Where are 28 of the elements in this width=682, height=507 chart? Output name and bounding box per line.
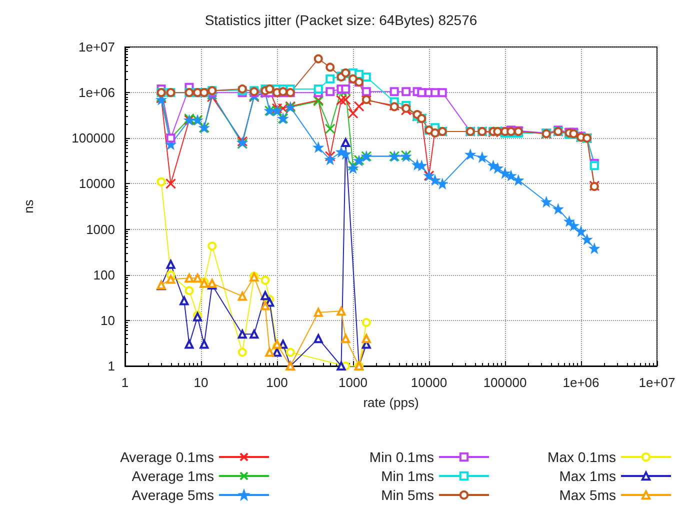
- legend-label: Max 1ms: [559, 468, 616, 484]
- x-tick-label: 10000: [410, 375, 448, 390]
- x-tick-label: 1: [121, 375, 129, 390]
- x-tick-label: 100000: [483, 375, 527, 390]
- chart-title: Statistics jitter (Packet size: 64Bytes) 82576: [204, 12, 478, 28]
- y-tick-label: 100: [93, 267, 115, 282]
- y-tick-label: 10000: [78, 176, 115, 192]
- x-tick-label: 1000: [338, 375, 368, 390]
- x-axis-title: rate (pps): [363, 395, 419, 410]
- y-tick-label: 1e+07: [78, 40, 115, 54]
- legend-label: Min 5ms: [381, 487, 434, 503]
- y-tick-label: 100000: [72, 130, 115, 146]
- legend-label: Max 0.1ms: [548, 449, 616, 465]
- x-tick-label: 1e+06: [562, 375, 600, 390]
- legend-label: Average 5ms: [132, 487, 214, 503]
- legend-label: Min 1ms: [381, 468, 434, 484]
- legend-label: Min 0.1ms: [369, 449, 434, 465]
- x-tick-label: 1e+07: [638, 375, 676, 390]
- y-tick-label: 10: [100, 312, 115, 328]
- legend-label: Max 5ms: [559, 487, 616, 503]
- legend-label: Average 1ms: [132, 468, 214, 484]
- y-axis-title: ns: [21, 199, 36, 214]
- y-tick-label: 1e+06: [78, 85, 115, 100]
- x-tick-label: 100: [266, 375, 288, 390]
- y-tick-label: 1000: [86, 222, 115, 237]
- x-tick-label: 10: [194, 375, 208, 390]
- legend-label: Average 0.1ms: [120, 449, 214, 465]
- y-tick-label: 1: [108, 358, 115, 374]
